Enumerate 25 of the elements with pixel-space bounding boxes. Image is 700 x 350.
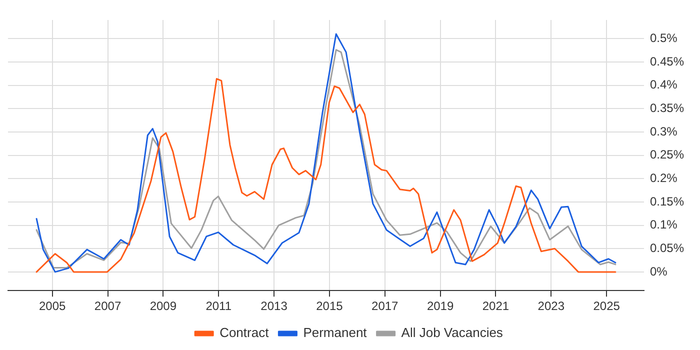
y-tick-label: 0.25% (650, 148, 684, 162)
x-tick-label: 2023 (538, 299, 565, 314)
x-tick-label: 2011 (206, 299, 232, 314)
y-tick-label: 0% (650, 264, 668, 278)
legend-label: All Job Vacancies (401, 325, 504, 340)
x-tick-label: 2019 (426, 299, 454, 314)
y-tick-label: 0.1% (650, 218, 678, 232)
x-tick-label: 2015 (316, 299, 344, 314)
legend-label: Contract (220, 325, 270, 340)
legend-label: Permanent (303, 325, 368, 340)
y-tick-label: 0.45% (650, 54, 684, 68)
x-tick-label: 2013 (260, 299, 288, 314)
y-tick-label: 0.4% (650, 78, 678, 92)
y-tick-label: 0.15% (650, 194, 684, 208)
x-tick-label: 2005 (38, 299, 66, 314)
y-tick-label: 0.35% (650, 100, 684, 115)
y-tick-label: 0.3% (650, 124, 678, 138)
x-tick-label: 2021 (482, 299, 510, 314)
x-tick-label: 2025 (593, 299, 620, 314)
x-tick-label: 2007 (94, 299, 122, 314)
y-tick-label: 0.05% (650, 240, 684, 255)
x-tick-label: 2017 (372, 299, 399, 314)
y-tick-label: 0.2% (650, 170, 678, 185)
x-tick-label: 2009 (150, 299, 177, 314)
y-tick-label: 0.5% (650, 30, 678, 45)
